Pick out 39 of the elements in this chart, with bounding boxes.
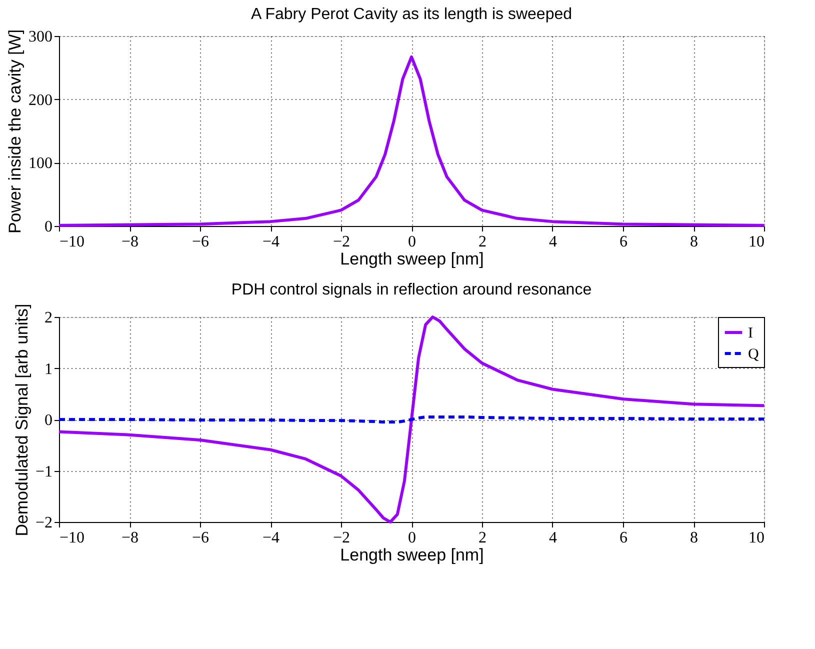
chart-title: PDH control signals in reflection around resonance [231, 281, 592, 298]
x-tick-label: −8 [121, 234, 139, 250]
x-tick-label: 4 [549, 530, 557, 546]
x-tick-label: 6 [620, 234, 628, 250]
x-tick-label: 10 [748, 530, 764, 546]
y-tick-label: 200 [28, 92, 52, 109]
x-tick-label: 2 [478, 530, 486, 546]
y-axis-title: Demodulated Signal [arb units] [12, 304, 32, 536]
x-tick-label: 2 [478, 234, 486, 250]
y-tick-label: 0 [44, 218, 52, 236]
y-tick-label: 300 [28, 28, 52, 46]
x-tick-label: 0 [408, 234, 416, 250]
y-tick-label: 100 [28, 155, 52, 172]
x-tick-label: 8 [690, 234, 698, 250]
y-tick-label: 0 [44, 412, 52, 429]
y-tick-label: 2 [44, 310, 52, 326]
legend-label: I [748, 326, 753, 342]
x-tick-label: −2 [332, 530, 350, 546]
x-tick-label: 6 [620, 530, 628, 546]
chart-title: A Fabry Perot Cavity as its length is sweeped [250, 6, 572, 23]
x-tick-label: −8 [121, 530, 139, 546]
x-tick-label: 4 [549, 234, 557, 250]
x-tick-label: −4 [262, 530, 280, 546]
x-tick-label: −2 [332, 234, 350, 250]
x-tick-label: 10 [748, 234, 764, 250]
y-axis-title: Power inside the cavity [W] [6, 29, 24, 234]
x-tick-label: 0 [408, 530, 416, 546]
x-tick-label: 8 [690, 530, 698, 546]
x-tick-label: −4 [262, 234, 280, 250]
y-tick-label: 1 [44, 360, 52, 378]
x-tick-label: −10 [60, 234, 85, 250]
x-tick-label: −6 [192, 234, 210, 250]
x-axis-title: Length sweep [nm] [340, 250, 484, 268]
legend-label: Q [748, 346, 759, 362]
x-axis-title: Length sweep [nm] [340, 546, 484, 564]
y-tick-label: −2 [35, 514, 52, 532]
y-tick-label: −1 [35, 463, 52, 480]
x-tick-label: −10 [60, 530, 85, 546]
x-tick-label: −6 [192, 530, 210, 546]
